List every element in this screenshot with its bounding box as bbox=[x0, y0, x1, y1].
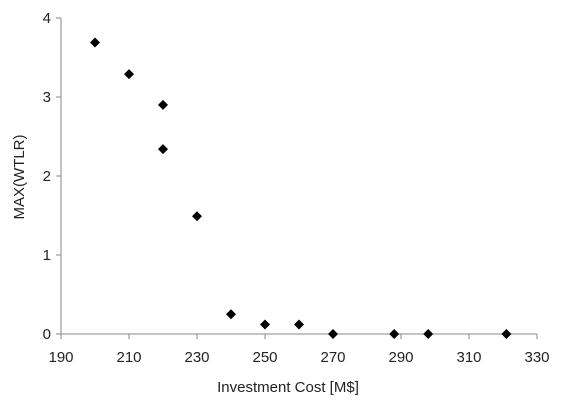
y-tick-label: 2 bbox=[43, 168, 51, 185]
y-tick-label: 0 bbox=[43, 326, 51, 343]
y-tick-label: 4 bbox=[43, 10, 51, 27]
x-tick-label: 270 bbox=[320, 349, 345, 366]
x-tick-label: 290 bbox=[388, 349, 413, 366]
x-tick-label: 210 bbox=[116, 349, 141, 366]
x-tick-label: 310 bbox=[456, 349, 481, 366]
data-point-diamond bbox=[294, 319, 304, 330]
data-point-diamond bbox=[501, 329, 512, 339]
tick-labels: 0 1 2 3 4 190 210 230 250 270 290 310 330 bbox=[43, 10, 550, 366]
x-tick-label: 190 bbox=[48, 349, 73, 366]
y-tick-label: 3 bbox=[43, 89, 51, 106]
x-axis-title: Investment Cost [M$] bbox=[217, 379, 359, 396]
data-point-diamond bbox=[158, 99, 168, 110]
x-tick-label: 230 bbox=[184, 349, 209, 366]
data-point-diamond bbox=[158, 144, 168, 155]
data-point-diamond bbox=[260, 319, 270, 330]
data-point-diamond bbox=[389, 329, 400, 339]
data-point-diamond bbox=[192, 211, 202, 222]
data-point-diamond bbox=[90, 37, 100, 48]
axes bbox=[56, 17, 538, 339]
y-axis-title: MAX(WTLR) bbox=[11, 135, 28, 220]
data-point-diamond bbox=[226, 309, 236, 320]
data-points bbox=[90, 37, 512, 339]
data-point-diamond bbox=[328, 329, 338, 339]
data-point-diamond bbox=[423, 329, 434, 339]
x-tick-label: 250 bbox=[252, 349, 277, 366]
y-tick-label: 1 bbox=[43, 247, 51, 264]
data-point-diamond bbox=[124, 69, 134, 80]
x-tick-label: 330 bbox=[524, 349, 549, 366]
